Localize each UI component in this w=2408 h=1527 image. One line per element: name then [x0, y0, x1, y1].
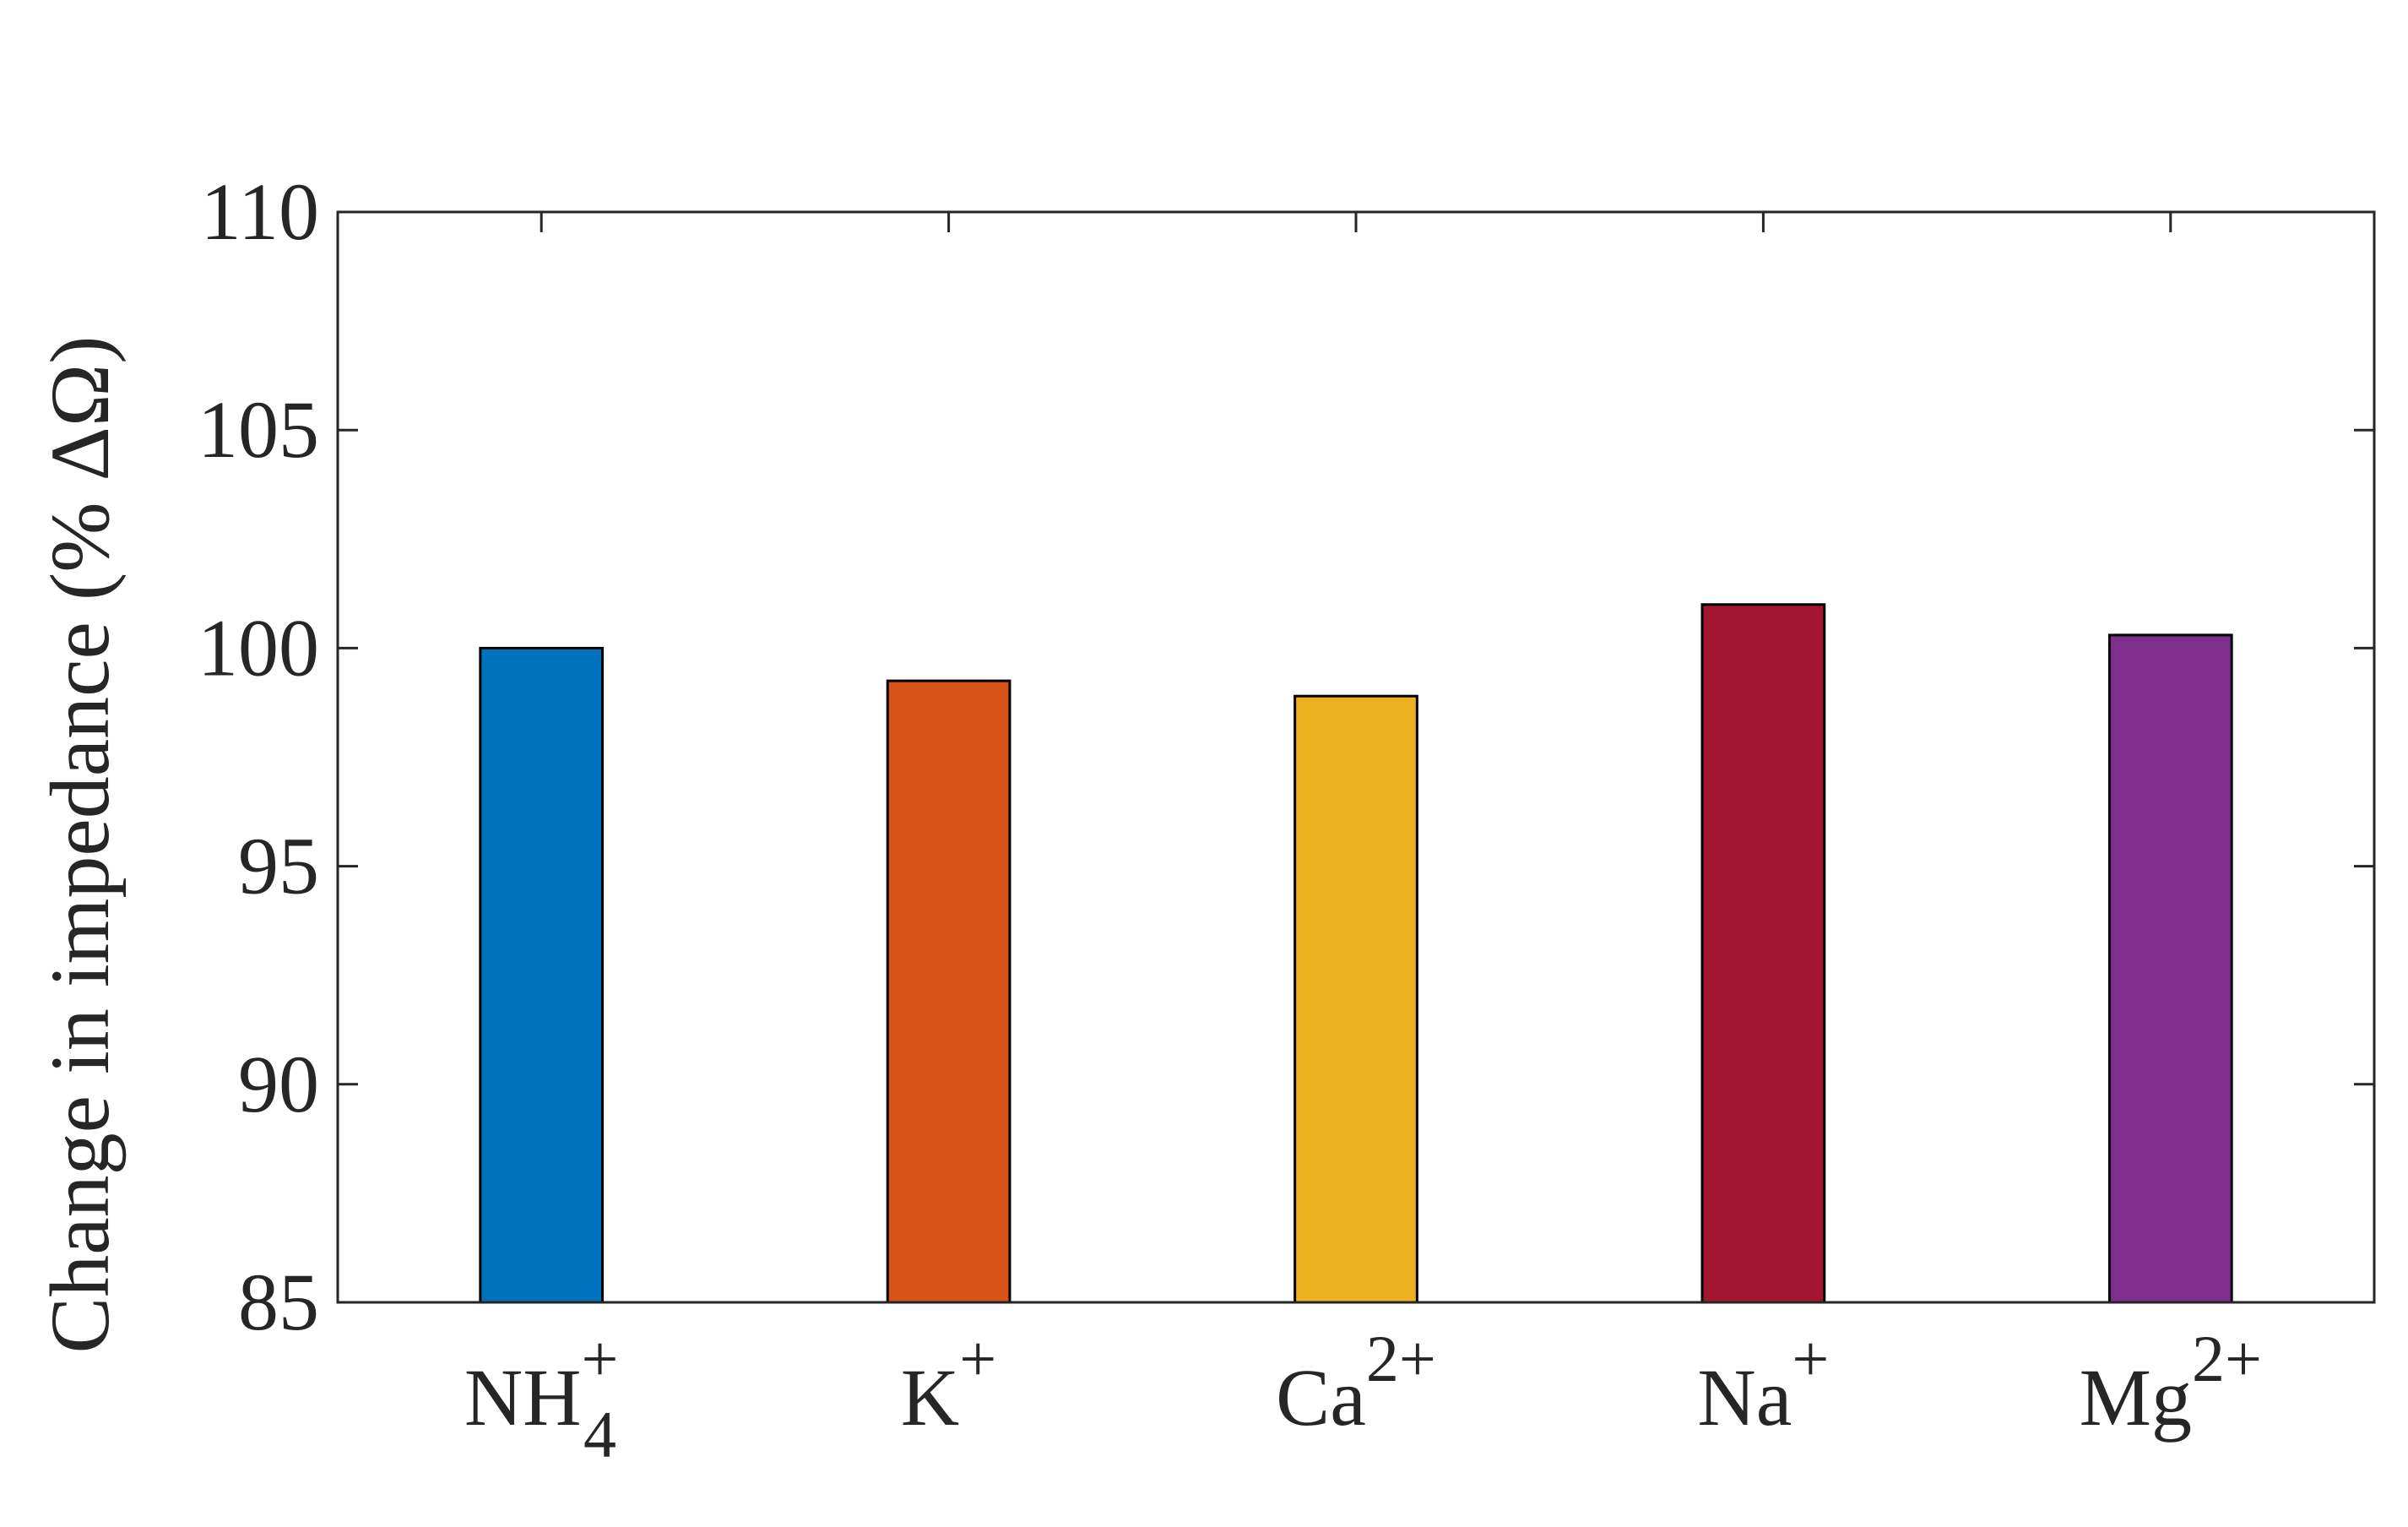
x-tick-label-superscript: + — [582, 1322, 619, 1395]
x-tick-label: Ca — [1276, 1352, 1366, 1443]
x-tick-label-base: K — [901, 1352, 959, 1443]
bar-mg — [2107, 633, 2233, 1304]
x-tick-label-subscript: 4 — [583, 1398, 616, 1471]
x-tick-label: NH — [464, 1352, 582, 1443]
x-tick-label-superscript: 2+ — [2192, 1322, 2262, 1395]
x-tick-label: K — [901, 1352, 959, 1443]
x-tick-label-base: Ca — [1276, 1352, 1366, 1443]
y-axis-label: Change in impedance (% ΔΩ) — [33, 336, 127, 1354]
x-tick-label-superscript: 2+ — [1366, 1322, 1436, 1395]
y-tick-label: 85 — [238, 1257, 319, 1347]
x-tick-label: Na — [1697, 1352, 1792, 1443]
x-tick-label-superscript: + — [1792, 1322, 1829, 1395]
y-tick-label: 90 — [238, 1039, 319, 1129]
x-tick-label-base: Mg — [2080, 1352, 2192, 1443]
x-tick-label: Mg — [2080, 1352, 2192, 1443]
x-tick-label-base: NH — [464, 1352, 582, 1443]
x-tick-label-base: Na — [1697, 1352, 1792, 1443]
x-tick-label-superscript: + — [959, 1322, 996, 1395]
bar-nh — [479, 646, 605, 1304]
bar-ca — [1293, 694, 1418, 1304]
y-tick-label: 105 — [198, 384, 319, 475]
plot-area — [336, 210, 2376, 1304]
bar-k — [886, 679, 1011, 1304]
y-tick-label: 95 — [238, 821, 319, 911]
bar-na — [1700, 603, 1826, 1304]
y-tick-label: 100 — [198, 602, 319, 693]
y-tick-label: 110 — [201, 166, 319, 257]
